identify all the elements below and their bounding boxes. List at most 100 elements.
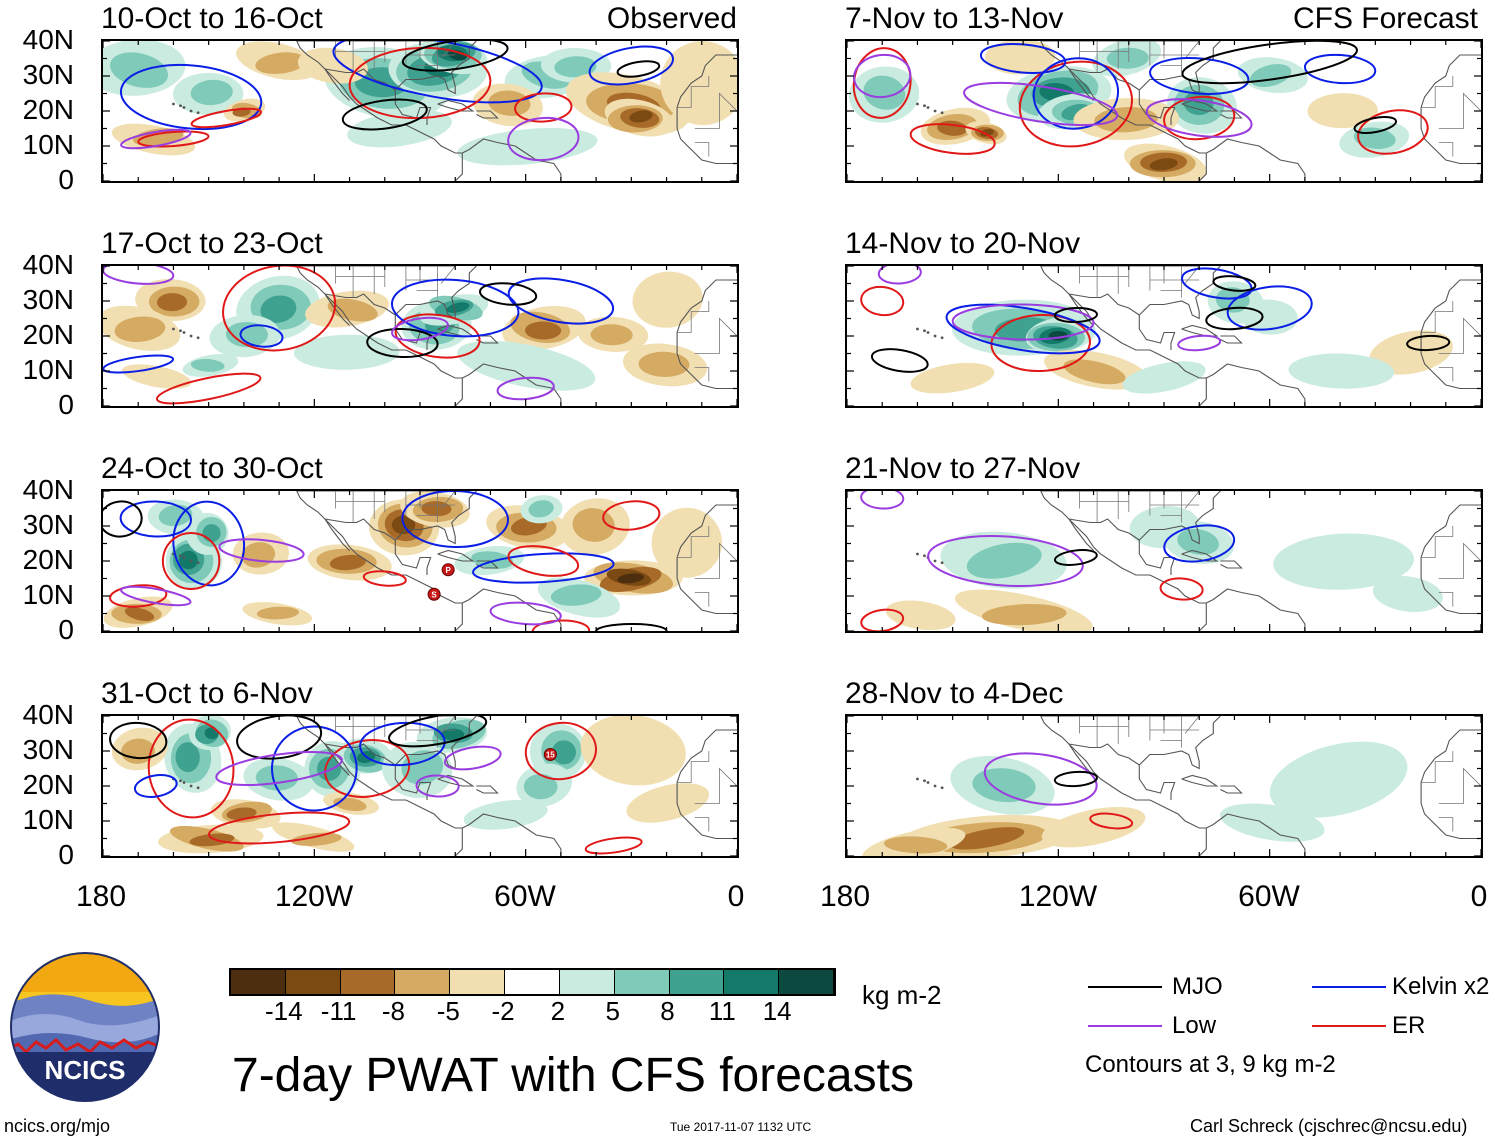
moist-anomaly — [1220, 803, 1325, 842]
dry-anomaly — [1041, 806, 1146, 848]
contour-line — [332, 41, 543, 104]
colorbar-swatch — [340, 970, 396, 994]
moist-anomaly — [1106, 47, 1149, 69]
contour-line — [870, 348, 929, 373]
contour-line — [215, 751, 343, 786]
lon-label-right-180: 180 — [819, 880, 871, 913]
colorbar-label: -8 — [381, 996, 406, 1026]
main-title: 7-day PWAT with CFS forecasts — [232, 1049, 914, 1102]
contour-line — [951, 303, 1095, 341]
contour-line — [860, 491, 905, 510]
island — [933, 334, 937, 338]
colorbar-swatch — [505, 970, 560, 994]
contour-line — [979, 43, 1067, 74]
moist-anomaly — [317, 756, 342, 781]
contour-line — [496, 376, 555, 401]
legend-mjo-line — [1088, 986, 1162, 988]
moist-anomaly — [1122, 361, 1206, 394]
moist-anomaly — [551, 740, 576, 765]
lon-label-left-180: 180 — [75, 880, 127, 913]
contour-line — [489, 601, 562, 626]
contour-line — [1163, 95, 1236, 141]
contour-line — [341, 98, 428, 131]
panel-title-fc-1: 7-Nov to 13-Nov — [845, 2, 1064, 35]
island — [189, 109, 193, 113]
lon-label-left-60w: 60W — [494, 880, 556, 913]
dry-anomaly — [580, 716, 686, 786]
lon-label-right-0: 0 — [1470, 880, 1488, 913]
contour-line — [1357, 109, 1429, 155]
lon-label-right-60w: 60W — [1238, 880, 1300, 913]
contour-line — [120, 128, 192, 150]
storm-marker-label: 15 — [546, 751, 555, 760]
contour-line — [109, 584, 168, 608]
storm-marker-label: S — [431, 590, 437, 599]
moist-anomaly — [457, 340, 596, 391]
map-svg — [847, 716, 1481, 856]
lat-label: 10N — [22, 579, 74, 610]
contour-line — [147, 718, 235, 819]
moist-anomaly — [1288, 353, 1395, 389]
lat-label: 30N — [22, 59, 74, 90]
map-svg — [103, 266, 737, 406]
island — [916, 102, 919, 106]
lat-label: 20N — [22, 544, 74, 575]
footer-url[interactable]: ncics.org/mjo — [4, 1116, 111, 1136]
contour-line — [137, 130, 210, 148]
island — [179, 329, 182, 333]
contour-line — [877, 266, 922, 285]
lat-label: 10N — [22, 354, 74, 385]
contour-line — [1145, 98, 1253, 138]
moist-anomaly — [966, 542, 1042, 579]
island — [182, 556, 186, 559]
legend-er-label: ER — [1392, 1012, 1426, 1039]
logo-text: NCICS — [45, 1055, 126, 1085]
colorbar-label: -5 — [436, 996, 460, 1026]
lat-label: 20N — [22, 94, 74, 125]
lat-label: 40N — [22, 474, 74, 505]
political-borders — [1079, 41, 1481, 157]
lon-label-right-120w: 120W — [1018, 880, 1098, 913]
contour-line — [443, 745, 502, 771]
colorbar-unit: kg m-2 — [862, 980, 942, 1010]
contour-line — [909, 123, 996, 155]
moist-anomaly — [190, 79, 233, 106]
contour-line — [602, 500, 661, 531]
colorbar-label: 11 — [708, 996, 736, 1026]
dry-anomaly — [660, 41, 737, 126]
dry-anomaly — [121, 364, 192, 389]
island — [189, 334, 193, 338]
coastlines — [1040, 491, 1481, 631]
colorbar-label: 8 — [660, 996, 675, 1026]
contour-line — [103, 354, 175, 374]
political-borders — [1079, 716, 1481, 832]
legend-low-line — [1088, 1025, 1162, 1027]
island — [940, 561, 944, 565]
contour-line — [507, 277, 615, 325]
contour-line — [1053, 770, 1098, 788]
contour-line — [860, 285, 905, 317]
contour-line — [394, 313, 481, 359]
colorbar-swatch — [450, 970, 506, 994]
contour-line — [1149, 57, 1250, 95]
lat-label: 0 — [58, 389, 74, 420]
dry-anomaly — [524, 321, 562, 340]
contour-line — [1089, 812, 1134, 830]
island — [923, 104, 926, 108]
contour-line — [1159, 577, 1204, 601]
dry-anomaly — [981, 603, 1067, 626]
island — [196, 786, 200, 790]
island — [916, 777, 919, 781]
map-svg — [847, 491, 1481, 631]
colorbar-swatch — [559, 970, 615, 994]
lat-label: 0 — [58, 164, 74, 195]
dry-anomaly — [651, 507, 723, 578]
map-panel-forecast-2 — [845, 264, 1483, 408]
dry-anomaly — [1063, 359, 1126, 385]
contour-line — [472, 552, 615, 584]
colorbar-label: -2 — [491, 996, 515, 1026]
dry-anomaly — [626, 783, 710, 823]
colorbar-label: 2 — [550, 996, 566, 1026]
contour-line — [208, 811, 351, 845]
